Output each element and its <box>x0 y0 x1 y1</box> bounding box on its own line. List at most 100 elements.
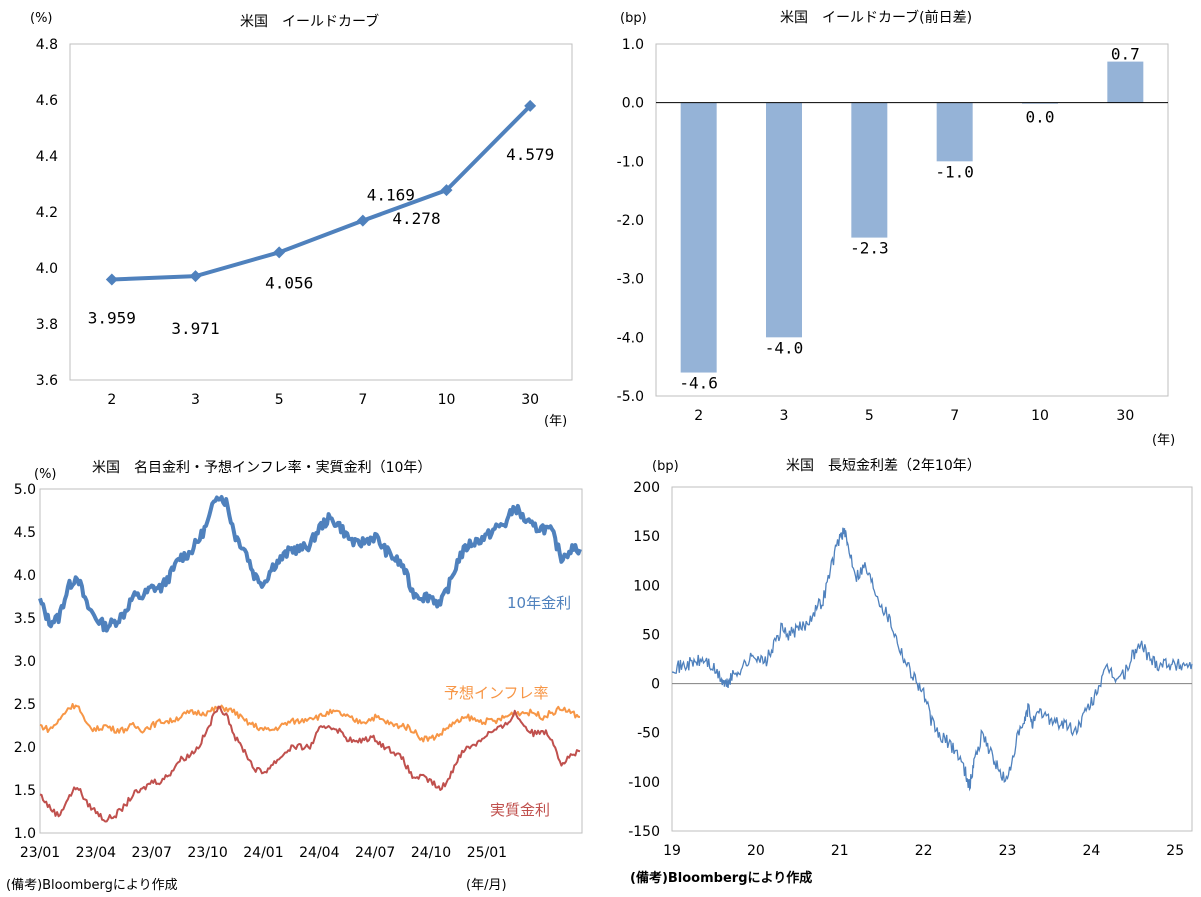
yield-curve-xtick-label: 30 <box>521 392 539 408</box>
real-rates-ytick-label: 4.5 <box>14 525 36 541</box>
real-rates-ytick-label: 2.0 <box>14 740 36 756</box>
spread-title: 米国 長短金利差（2年10年） <box>786 458 981 474</box>
yield-change-ytick-label: -3.0 <box>617 272 644 288</box>
yield-change-bar <box>936 102 973 162</box>
spread-chart: 米国 長短金利差（2年10年） (bp) -150 -100 -50 0 50 100 15… <box>628 458 1193 859</box>
spread-ytick-label: -150 <box>628 824 660 840</box>
spread-ytick-label: 200 <box>633 480 660 496</box>
spread-xtick-label: 19 <box>663 843 681 859</box>
yield-curve-ylabel: (%) <box>30 11 53 26</box>
yield-change-ytick-label: 1.0 <box>622 37 644 53</box>
real-rates-ytick-label: 3.5 <box>14 611 36 627</box>
real-rates-ytick-label: 5.0 <box>14 482 36 498</box>
real-rates-xtick-label: 23/01 <box>20 845 60 861</box>
yield-change-xtick-label: 3 <box>780 408 789 424</box>
yield-change-ytick-label: -5.0 <box>617 389 644 405</box>
real-rates-xtick-label: 23/04 <box>76 845 116 861</box>
spread-ytick-label: 100 <box>633 578 660 594</box>
spread-ytick-label: 150 <box>633 529 660 545</box>
yield-curve-ytick-label: 3.6 <box>36 373 58 389</box>
yield-change-data-label: -1.0 <box>935 162 974 181</box>
yield-curve-point <box>440 184 453 197</box>
yield-change-plot-area <box>655 43 1169 397</box>
yield-curve-plot-area <box>69 43 573 381</box>
real-rates-xtick-label: 24/04 <box>299 845 339 861</box>
yield-curve-data-label: 3.971 <box>171 319 219 338</box>
legend-label-bei: 予想インフレ率 <box>444 684 549 702</box>
yield-curve-point <box>189 270 202 283</box>
spread-series-line <box>671 527 1193 792</box>
spread-xtick-label: 20 <box>747 843 765 859</box>
yield-change-data-label: 0.7 <box>1111 45 1140 64</box>
yield-change-xlabel: (年) <box>1152 433 1175 448</box>
spread-plot-area <box>671 486 1193 832</box>
yield-change-xtick-label: 2 <box>694 408 703 424</box>
real-rates-xtick-label: 24/07 <box>355 845 395 861</box>
legend-label-nominal: 10年金利 <box>507 594 571 612</box>
legend-label-real: 実質金利 <box>490 801 550 819</box>
spread-ylabel: (bp) <box>652 459 679 474</box>
real-rates-ytick-label: 2.5 <box>14 697 36 713</box>
real-rates-ytick-label: 1.5 <box>14 783 36 799</box>
yield-curve-xtick-label: 2 <box>107 392 116 408</box>
yield-curve-data-label: 4.278 <box>392 209 440 228</box>
yield-curve-point <box>273 246 286 259</box>
yield-curve-chart: 米国 イールドカーブ (%) (年) 3.6 3.8 4.0 4.2 4.4 4.6 4.8… <box>30 11 573 429</box>
yield-curve-data-label: 3.959 <box>88 308 136 327</box>
yield-curve-xtick-label: 7 <box>358 392 367 408</box>
yield-change-chart: 米国 イールドカーブ(前日差) (bp) (年) -5.0 -4.0 -3.0 -2.… <box>617 9 1175 448</box>
yield-change-xtick-label: 10 <box>1031 408 1049 424</box>
yield-change-bar <box>680 102 717 373</box>
yield-change-bar <box>851 102 888 238</box>
yield-change-xtick-label: 7 <box>950 408 959 424</box>
yield-curve-series-line <box>111 104 532 282</box>
real-rates-xtick-label: 23/07 <box>132 845 172 861</box>
yield-curve-data-label: 4.169 <box>367 186 415 205</box>
yield-change-data-label: -4.0 <box>765 338 804 357</box>
yield-curve-point <box>356 214 369 227</box>
spread-xtick-label: 21 <box>831 843 849 859</box>
real-rate-line <box>39 705 581 823</box>
yield-curve-xtick-label: 5 <box>275 392 284 408</box>
yield-curve-ytick-label: 3.8 <box>36 317 58 333</box>
footnote-right: (備考)Bloombergにより作成 <box>630 870 812 886</box>
yield-change-data-label: -4.6 <box>679 374 718 393</box>
spread-ytick-label: 50 <box>642 627 660 643</box>
spread-xtick-label: 23 <box>999 843 1017 859</box>
yield-curve-title: 米国 イールドカーブ <box>240 13 379 30</box>
nominal-10y-line <box>38 495 582 633</box>
real-rates-ylabel: (%) <box>34 467 57 482</box>
yield-change-data-label: -2.3 <box>850 239 889 258</box>
real-rates-xtick-label: 24/10 <box>411 845 451 861</box>
yield-change-ylabel: (bp) <box>620 11 647 26</box>
yield-curve-ytick-label: 4.4 <box>36 149 58 165</box>
real-rates-chart: 米国 名目金利・予想インフレ率・実質金利（10年） (%) (年/月) 1.0 1… <box>14 459 583 893</box>
real-rates-ytick-label: 3.0 <box>14 654 36 670</box>
yield-curve-ytick-label: 4.0 <box>36 261 58 277</box>
real-rates-title: 米国 名目金利・予想インフレ率・実質金利（10年） <box>92 459 431 476</box>
yield-curve-point <box>105 273 118 286</box>
yield-curve-xtick-label: 10 <box>438 392 456 408</box>
yield-change-ytick-label: 0.0 <box>622 96 644 112</box>
spread-xtick-label: 22 <box>915 843 933 859</box>
real-rates-ytick-label: 1.0 <box>14 826 36 842</box>
spread-ytick-label: -100 <box>628 775 660 791</box>
spread-ytick-label: -50 <box>637 726 660 742</box>
bei-line <box>39 703 580 743</box>
yield-change-bar <box>766 102 802 338</box>
real-rates-xtick-label: 25/01 <box>467 845 507 861</box>
spread-xtick-label: 24 <box>1082 843 1100 859</box>
yield-change-title: 米国 イールドカーブ(前日差) <box>780 9 972 26</box>
yield-change-ytick-label: -1.0 <box>617 154 644 170</box>
real-rates-xlabel: (年/月) <box>466 878 507 893</box>
yield-curve-data-label: 4.579 <box>506 145 554 164</box>
yield-change-xtick-label: 30 <box>1116 408 1134 424</box>
yield-curve-point <box>524 99 537 112</box>
yield-curve-ytick-label: 4.8 <box>36 37 58 53</box>
yield-curve-ytick-label: 4.6 <box>36 93 58 109</box>
real-rates-ytick-label: 4.0 <box>14 568 36 584</box>
yield-curve-xtick-label: 3 <box>191 392 200 408</box>
yield-change-data-label: 0.0 <box>1026 108 1055 127</box>
yield-change-ytick-label: -2.0 <box>617 213 644 229</box>
